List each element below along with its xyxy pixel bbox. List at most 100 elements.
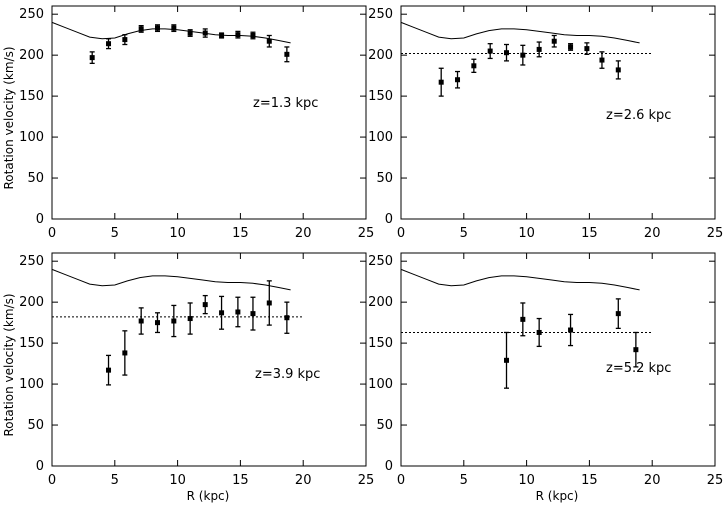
data-point: [536, 329, 542, 335]
model-rotation-curve: [51, 268, 291, 291]
data-point: [106, 41, 112, 47]
data-point: [155, 25, 161, 31]
y-tick-label: 100: [368, 377, 393, 392]
y-tick-label: 0: [36, 459, 44, 474]
data-point: [487, 48, 493, 54]
y-tick-label: 200: [19, 295, 44, 310]
x-tick-label: 25: [358, 226, 375, 241]
y-tick-label: 150: [19, 336, 44, 351]
data-point: [202, 302, 208, 308]
data-point: [438, 79, 444, 85]
x-tick-label: 10: [518, 226, 535, 241]
x-tick-label: 20: [644, 226, 661, 241]
x-tick-label: 20: [295, 473, 312, 488]
model-rotation-curve: [400, 268, 640, 291]
y-tick-label: 250: [368, 254, 393, 269]
y-tick-label: 150: [368, 336, 393, 351]
y-tick-label: 0: [385, 459, 393, 474]
data-point: [536, 46, 542, 52]
x-tick-label: 10: [169, 226, 186, 241]
y-tick-label: 50: [376, 171, 393, 186]
panel-annotation: z=5.2 kpc: [606, 361, 671, 376]
panel-annotation: z=3.9 kpc: [255, 367, 320, 382]
data-point: [235, 309, 241, 315]
data-point: [89, 55, 95, 61]
x-tick-label: 0: [397, 473, 405, 488]
data-point: [106, 367, 112, 373]
data-point: [615, 67, 621, 73]
data-point: [568, 327, 574, 333]
data-point: [504, 50, 510, 56]
data-point: [615, 311, 621, 317]
data-point: [520, 52, 526, 58]
y-tick-label: 200: [19, 48, 44, 63]
x-axis-title: R (kpc): [187, 489, 230, 503]
y-tick-label: 0: [36, 212, 44, 227]
data-point: [599, 57, 605, 63]
data-point: [266, 38, 272, 44]
x-tick-label: 20: [644, 473, 661, 488]
y-tick-label: 200: [368, 295, 393, 310]
x-tick-label: 15: [232, 226, 249, 241]
y-tick-label: 50: [27, 418, 44, 433]
data-point: [250, 32, 256, 38]
data-point: [187, 316, 193, 322]
y-tick-label: 50: [376, 418, 393, 433]
y-tick-label: 100: [368, 130, 393, 145]
x-tick-label: 10: [518, 473, 535, 488]
x-tick-label: 25: [707, 226, 724, 241]
y-tick-label: 250: [368, 7, 393, 22]
x-tick-label: 0: [48, 473, 56, 488]
data-point: [568, 44, 574, 50]
x-tick-label: 5: [111, 473, 119, 488]
plot-frame: [400, 5, 716, 220]
x-tick-label: 0: [48, 226, 56, 241]
data-point: [202, 30, 208, 36]
x-tick-label: 15: [581, 473, 598, 488]
y-tick-label: 250: [19, 254, 44, 269]
plot-frame: [400, 252, 716, 467]
data-point: [284, 315, 290, 321]
x-tick-label: 5: [460, 226, 468, 241]
panel-bottom-right: R (kpc) z=5.2 kpc 0 5 10 15 20 25050100150200…: [368, 252, 724, 503]
data-point: [584, 46, 590, 52]
data-point: [171, 318, 177, 324]
data-point: [122, 37, 128, 43]
panel-annotation: z=1.3 kpc: [253, 96, 318, 111]
data-point: [138, 26, 144, 32]
y-tick-label: 200: [368, 48, 393, 63]
y-tick-label: 100: [19, 130, 44, 145]
data-point: [266, 300, 272, 306]
y-tick-label: 150: [368, 89, 393, 104]
data-point: [122, 350, 128, 356]
x-tick-label: 20: [295, 226, 312, 241]
data-point: [219, 310, 225, 316]
data-point: [455, 77, 461, 83]
y-axis-title: Rotation velocity (km/s): [2, 293, 16, 436]
data-point: [284, 51, 290, 57]
data-point: [235, 32, 241, 38]
data-point: [219, 32, 225, 38]
x-tick-label: 5: [460, 473, 468, 488]
x-tick-label: 25: [358, 473, 375, 488]
x-tick-label: 15: [232, 473, 249, 488]
x-tick-label: 25: [707, 473, 724, 488]
data-point: [471, 63, 477, 69]
y-tick-label: 150: [19, 89, 44, 104]
data-point: [504, 357, 510, 363]
y-tick-label: 100: [19, 377, 44, 392]
data-point: [551, 38, 557, 44]
data-point: [250, 311, 256, 317]
panel-annotation: z=2.6 kpc: [606, 108, 671, 123]
x-tick-label: 5: [111, 226, 119, 241]
x-tick-label: 10: [169, 473, 186, 488]
data-point: [155, 320, 161, 326]
y-tick-label: 0: [385, 212, 393, 227]
data-point: [138, 318, 144, 324]
plot-frame: [51, 5, 367, 220]
data-point: [171, 25, 177, 31]
x-tick-label: 15: [581, 226, 598, 241]
panel-top-left: Rotation velocity (km/s) z=1.3 kpc 0 5 10 1…: [2, 5, 375, 241]
y-tick-label: 250: [19, 7, 44, 22]
